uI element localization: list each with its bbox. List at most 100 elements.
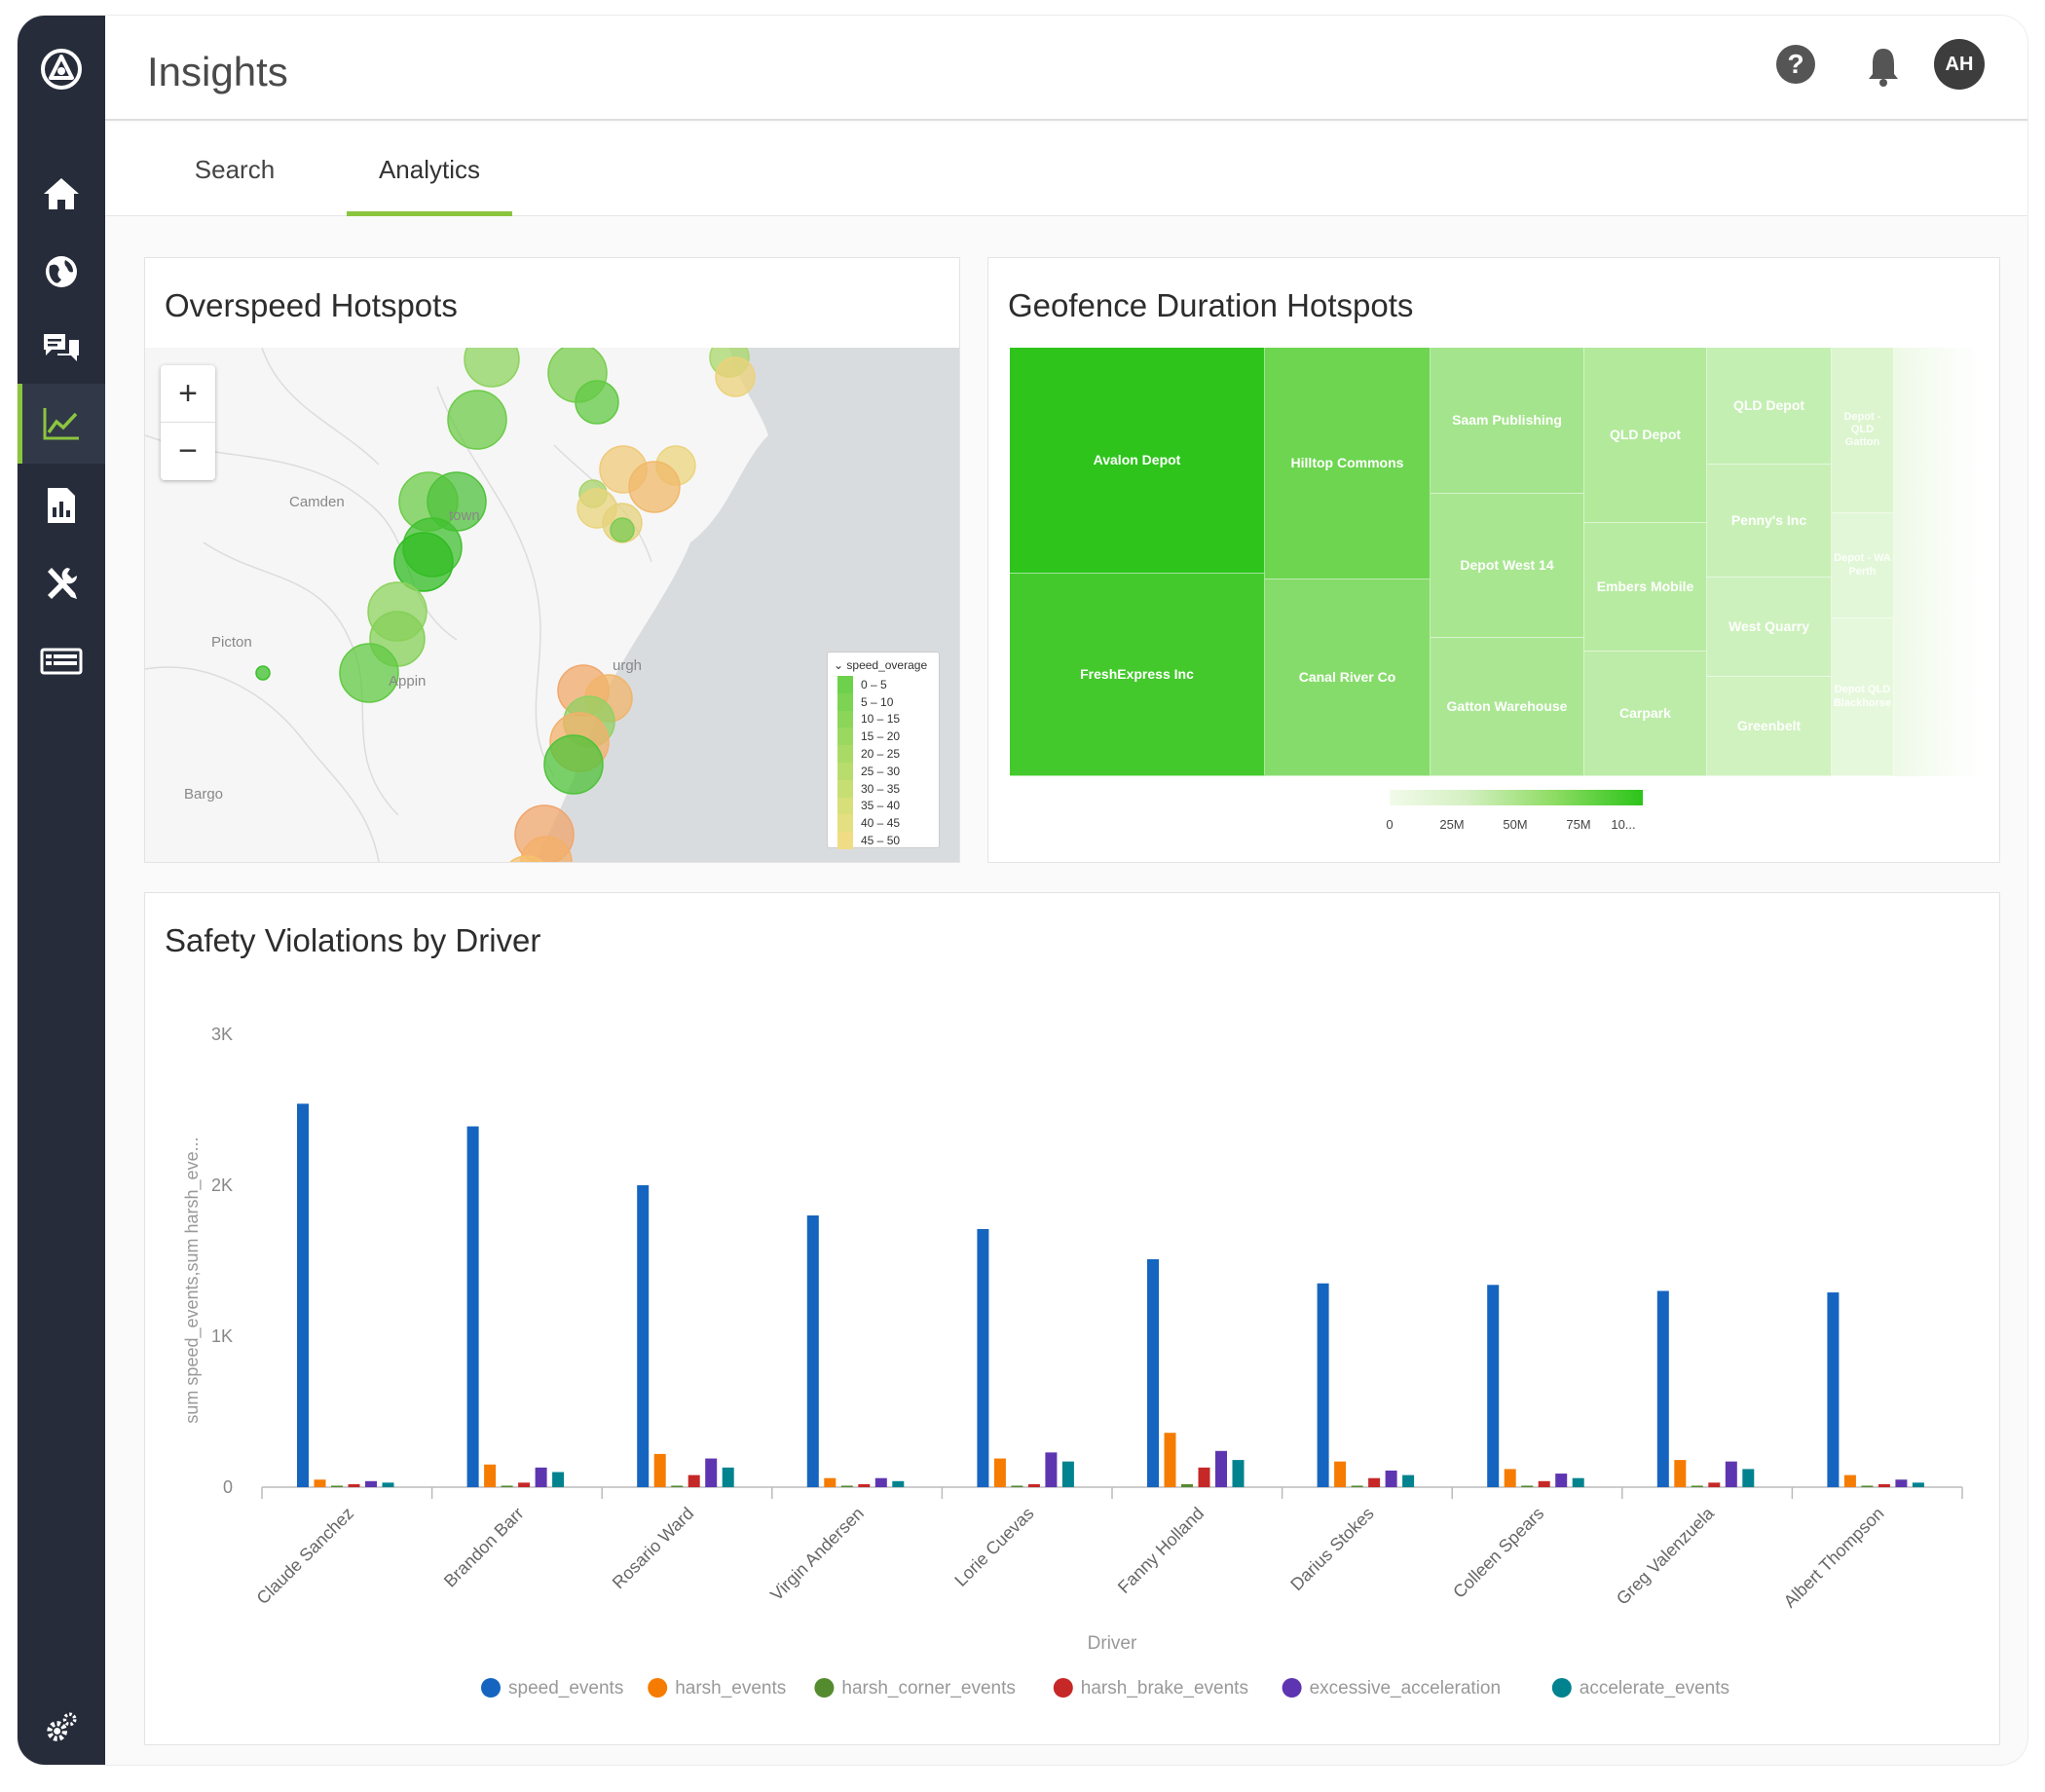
avatar[interactable]: AH	[1934, 39, 1985, 90]
bar-speed_events[interactable]	[466, 1126, 479, 1487]
bar-accelerate_events[interactable]	[892, 1480, 905, 1487]
bar-harsh_events[interactable]	[1504, 1469, 1516, 1487]
bar-harsh_events[interactable]	[1843, 1475, 1856, 1487]
bar-excessive_acceleration[interactable]	[1555, 1474, 1568, 1487]
bar-harsh_corner_events[interactable]	[1521, 1485, 1534, 1487]
tab-search[interactable]: Search	[194, 154, 276, 184]
bar-excessive_acceleration[interactable]	[705, 1458, 718, 1487]
legend-label[interactable]: harsh_events	[675, 1678, 786, 1699]
bar-speed_events[interactable]	[637, 1185, 650, 1487]
hotspot-marker[interactable]	[464, 348, 520, 388]
bar-accelerate_events[interactable]	[1402, 1475, 1415, 1487]
bar-excessive_acceleration[interactable]	[1385, 1470, 1397, 1487]
bar-harsh_brake_events[interactable]	[1538, 1480, 1550, 1487]
bar-harsh_brake_events[interactable]	[688, 1475, 700, 1487]
bar-excessive_acceleration[interactable]	[874, 1477, 887, 1487]
bell-icon[interactable]	[1864, 45, 1903, 88]
hotspot-marker[interactable]	[393, 532, 454, 592]
hotspot-marker[interactable]	[339, 643, 399, 703]
bar-harsh_events[interactable]	[1164, 1433, 1176, 1487]
sidebar-item-insights[interactable]	[18, 384, 105, 464]
treemap-cell[interactable]: Depot West 14	[1431, 494, 1584, 638]
bar-speed_events[interactable]	[1147, 1258, 1159, 1487]
bar-harsh_events[interactable]	[824, 1477, 837, 1487]
bar-harsh_brake_events[interactable]	[1198, 1467, 1210, 1487]
bar-harsh_corner_events[interactable]	[1351, 1485, 1363, 1487]
hotspot-marker[interactable]	[447, 390, 507, 450]
treemap-cell[interactable]: West Quarry	[1707, 578, 1832, 677]
bar-accelerate_events[interactable]	[1232, 1460, 1245, 1487]
bar-harsh_brake_events[interactable]	[1368, 1477, 1381, 1487]
brand-logo-icon[interactable]	[35, 43, 88, 95]
bar-accelerate_events[interactable]	[1912, 1482, 1924, 1487]
treemap-cell[interactable]: QLD Depot	[1584, 348, 1707, 523]
bar-harsh_corner_events[interactable]	[501, 1485, 513, 1487]
bar-harsh_events[interactable]	[993, 1458, 1006, 1487]
bar-accelerate_events[interactable]	[552, 1472, 565, 1488]
tab-analytics[interactable]: Analytics	[347, 123, 512, 216]
bar-harsh_corner_events[interactable]	[1011, 1485, 1023, 1487]
bar-excessive_acceleration[interactable]	[1215, 1450, 1227, 1487]
sidebar-item-home[interactable]	[18, 154, 105, 234]
treemap-cell[interactable]: Depot - QLD Gatton	[1832, 348, 1894, 513]
treemap-cell[interactable]: Hilltop Commons	[1265, 348, 1431, 579]
bar-excessive_acceleration[interactable]	[535, 1467, 547, 1487]
treemap-cell[interactable]: Depot QLD Blackhorse	[1832, 618, 1894, 776]
hotspot-marker[interactable]	[520, 836, 573, 862]
bar-harsh_brake_events[interactable]	[518, 1482, 531, 1487]
bar-harsh_corner_events[interactable]	[840, 1485, 853, 1487]
hotspot-marker[interactable]	[715, 356, 756, 397]
sidebar-item-tools[interactable]	[18, 543, 105, 623]
bar-excessive_acceleration[interactable]	[1725, 1461, 1737, 1487]
bar-harsh_corner_events[interactable]	[1691, 1485, 1703, 1487]
treemap-cell[interactable]: Avalon Depot	[1010, 348, 1265, 574]
bar-speed_events[interactable]	[297, 1103, 309, 1487]
treemap-cell[interactable]: Embers Mobile	[1584, 523, 1707, 652]
bar-speed_events[interactable]	[977, 1228, 989, 1487]
bar-harsh_events[interactable]	[1334, 1461, 1347, 1487]
speed-legend-title[interactable]: ⌄ speed_overage	[834, 658, 928, 672]
bar-excessive_acceleration[interactable]	[365, 1480, 377, 1487]
bar-harsh_events[interactable]	[484, 1464, 497, 1487]
bar-speed_events[interactable]	[1827, 1292, 1840, 1487]
bar-speed_events[interactable]	[1656, 1290, 1669, 1488]
legend-label[interactable]: harsh_brake_events	[1081, 1678, 1248, 1699]
bar-accelerate_events[interactable]	[1572, 1477, 1584, 1487]
treemap-cell[interactable]: Depot - WA Perth	[1832, 513, 1894, 618]
bar-harsh_events[interactable]	[314, 1479, 326, 1487]
sidebar-item-global[interactable]	[18, 232, 105, 312]
bar-harsh_brake_events[interactable]	[858, 1483, 871, 1487]
zoom-out-button[interactable]: −	[178, 432, 198, 469]
hotspot-marker[interactable]	[543, 734, 604, 795]
bar-harsh_corner_events[interactable]	[331, 1485, 343, 1487]
treemap-cell[interactable]: Carpark	[1584, 652, 1707, 776]
bar-accelerate_events[interactable]	[1061, 1461, 1074, 1487]
bar-harsh_corner_events[interactable]	[1861, 1485, 1874, 1487]
hotspot-marker[interactable]	[502, 855, 552, 862]
sidebar-item-messages[interactable]	[18, 308, 105, 388]
treemap-cell[interactable]: Greenbelt	[1707, 677, 1832, 776]
hotspot-marker[interactable]	[575, 380, 619, 425]
bar-harsh_corner_events[interactable]	[1181, 1483, 1193, 1487]
zoom-in-button[interactable]: +	[161, 365, 215, 423]
treemap-cell[interactable]: Penny's Inc	[1707, 465, 1832, 578]
legend-label[interactable]: harsh_corner_events	[841, 1678, 1016, 1699]
bar-harsh_brake_events[interactable]	[1878, 1483, 1890, 1487]
bar-excessive_acceleration[interactable]	[1895, 1479, 1908, 1487]
treemap-cell[interactable]: QLD Depot	[1707, 348, 1832, 465]
sidebar-item-settings[interactable]	[18, 1699, 105, 1757]
bar-speed_events[interactable]	[1487, 1285, 1500, 1487]
bar-speed_events[interactable]	[1317, 1283, 1329, 1487]
bar-accelerate_events[interactable]	[382, 1482, 394, 1487]
hotspot-marker[interactable]	[255, 665, 271, 681]
sidebar-item-reports[interactable]	[18, 466, 105, 545]
bar-harsh_brake_events[interactable]	[1027, 1483, 1040, 1487]
bar-excessive_acceleration[interactable]	[1045, 1452, 1058, 1487]
help-icon[interactable]: ?	[1776, 45, 1815, 84]
treemap-cell[interactable]: Saam Publishing	[1431, 348, 1584, 494]
bar-harsh_events[interactable]	[1674, 1460, 1687, 1487]
bar-speed_events[interactable]	[806, 1215, 819, 1487]
bar-accelerate_events[interactable]	[1742, 1469, 1755, 1487]
treemap-cell[interactable]: FreshExpress Inc	[1010, 574, 1265, 776]
sidebar-item-list[interactable]	[18, 621, 105, 701]
